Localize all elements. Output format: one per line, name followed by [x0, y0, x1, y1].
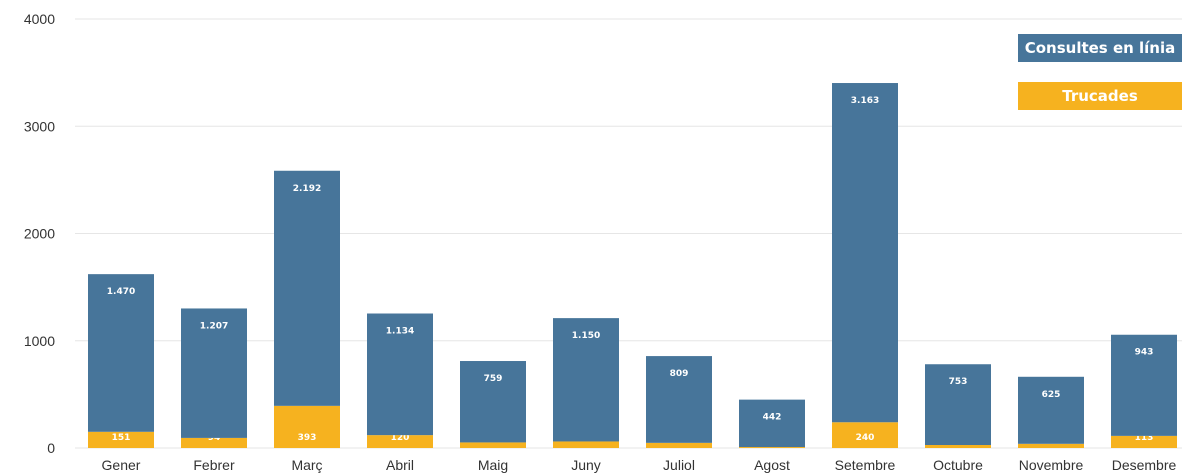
- x-tick-label: Maig: [478, 457, 508, 473]
- bar-value-label: 442: [763, 413, 782, 423]
- gridlines: [75, 18, 1182, 449]
- bar-value-label: 2.192: [293, 184, 321, 194]
- y-tick-label: 3000: [24, 118, 55, 134]
- x-axis-ticks: Gener Febrer Març Abril Maig Juny Juliol Agost S…: [102, 457, 1177, 473]
- y-tick-label: 2000: [24, 226, 55, 242]
- bar-segment: [739, 447, 805, 448]
- x-tick-label: Febrer: [193, 457, 235, 473]
- x-tick-label: Març: [291, 457, 322, 473]
- bar-value-label: 809: [670, 369, 689, 379]
- bar-segment: [832, 83, 898, 423]
- bar-segment: [646, 356, 712, 443]
- bar-value-label: 113: [1135, 433, 1154, 443]
- bar-segment: [274, 170, 340, 406]
- legend-label-calls: Trucades: [1062, 87, 1138, 105]
- bar-value-label: 753: [949, 377, 968, 387]
- bar-value-label: 3.163: [851, 96, 879, 106]
- x-tick-label: Abril: [386, 457, 414, 473]
- y-tick-label: 0: [47, 440, 55, 456]
- bar-value-label: 1.470: [107, 287, 135, 297]
- y-axis-ticks: 0 1000 2000 3000 4000: [24, 11, 55, 456]
- bar-segment: [553, 441, 619, 448]
- bar-segment: [1111, 435, 1177, 448]
- legend-label-online-queries: Consultes en línia: [1024, 39, 1176, 57]
- y-tick-label: 1000: [24, 333, 55, 349]
- x-tick-label: Juny: [571, 457, 601, 473]
- bar-value-label: 1.150: [572, 331, 600, 341]
- bar-value-label: 120: [391, 433, 410, 443]
- bar-segment: [553, 318, 619, 442]
- bar-value-label: 94: [208, 433, 221, 443]
- bar-segment: [274, 405, 340, 448]
- bar-segment: [367, 313, 433, 436]
- x-tick-label: Novembre: [1019, 457, 1084, 473]
- bar-segment: [832, 422, 898, 448]
- bar-segment: [925, 364, 991, 445]
- bar-segment: [181, 437, 247, 448]
- bar-segment: [460, 442, 526, 448]
- bars: 1511.470941.2073932.1921201.13452759611.…: [88, 83, 1177, 448]
- bar-segment: [1018, 443, 1084, 448]
- bar-value-label: 240: [856, 433, 875, 443]
- bar-segment: [460, 361, 526, 443]
- x-tick-label: Juliol: [663, 457, 695, 473]
- bar-segment: [1018, 376, 1084, 444]
- x-tick-label: Desembre: [1112, 457, 1177, 473]
- bar-segment: [367, 435, 433, 448]
- bar-value-label: 759: [484, 374, 503, 384]
- bar-value-label: 1.134: [386, 327, 414, 337]
- bar-value-label: 393: [298, 433, 317, 443]
- bar-segment: [925, 444, 991, 448]
- x-tick-label: Agost: [754, 457, 790, 473]
- bar-value-label: 625: [1042, 390, 1061, 400]
- bar-segment: [88, 431, 154, 448]
- bar-segment: [88, 274, 154, 432]
- legend-item-online-queries: Consultes en línia: [1018, 34, 1182, 62]
- x-tick-label: Octubre: [933, 457, 983, 473]
- legend-item-calls: Trucades: [1018, 82, 1182, 110]
- x-tick-label: Setembre: [835, 457, 896, 473]
- y-tick-label: 4000: [24, 11, 55, 27]
- bar-value-label: 1.207: [200, 321, 228, 331]
- bar-segment: [739, 399, 805, 448]
- bar-segment: [1111, 334, 1177, 436]
- bar-value-label: 151: [112, 433, 131, 443]
- bar-value-label: 943: [1135, 348, 1154, 358]
- bar-segment: [181, 308, 247, 438]
- bar-segment: [646, 442, 712, 448]
- x-tick-label: Gener: [102, 457, 141, 473]
